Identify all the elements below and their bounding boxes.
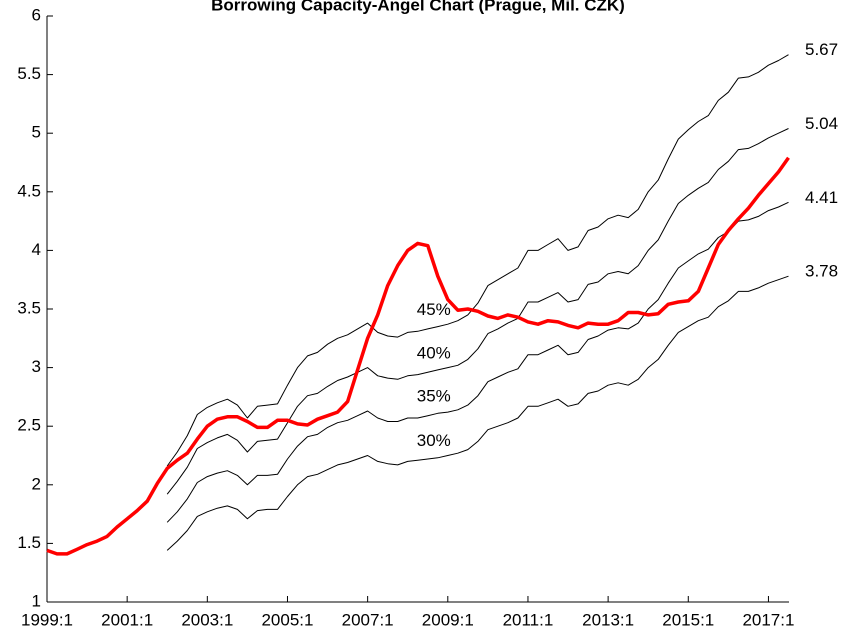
y-tick-label: 3	[32, 357, 41, 376]
x-tick-label: 2015:1	[662, 610, 714, 629]
end-label: 3.78	[805, 262, 838, 281]
series-line	[166, 201, 789, 523]
x-tick-label: 2007:1	[342, 610, 394, 629]
end-label: 4.41	[805, 188, 838, 207]
y-tick-label: 4.5	[17, 181, 41, 200]
series-label: 45%	[417, 300, 451, 319]
series-line	[166, 54, 789, 467]
y-tick-label: 2.5	[17, 416, 41, 435]
x-tick-label: 2009:1	[422, 610, 474, 629]
chart-title: Borrowing Capacity-Angel Chart (Prague, …	[211, 0, 625, 14]
y-tick-label: 1	[32, 591, 41, 610]
series-label: 30%	[417, 431, 451, 450]
series-line	[46, 156, 790, 556]
y-tick-label: 2	[32, 474, 41, 493]
x-tick-label: 2011:1	[503, 610, 554, 629]
x-tick-label: 2005:1	[261, 610, 313, 629]
y-tick-label: 5	[32, 123, 41, 142]
series-line	[166, 275, 789, 551]
end-label: 5.67	[805, 40, 838, 59]
x-tick-label: 2013:1	[582, 610, 634, 629]
x-tick-label: 2001:1	[101, 610, 153, 629]
x-tick-label: 2003:1	[181, 610, 233, 629]
y-tick-label: 6	[32, 5, 41, 24]
y-tick-label: 4	[32, 240, 41, 259]
series-line	[166, 128, 789, 495]
y-tick-label: 5.5	[17, 64, 41, 83]
y-tick-label: 3.5	[17, 298, 41, 317]
end-label: 5.04	[805, 114, 838, 133]
series-label: 40%	[417, 343, 451, 362]
series-label: 35%	[417, 387, 451, 406]
x-tick-label: 1999:1	[21, 610, 73, 629]
y-tick-label: 1.5	[17, 533, 41, 552]
x-tick-label: 2017:1	[742, 610, 794, 629]
